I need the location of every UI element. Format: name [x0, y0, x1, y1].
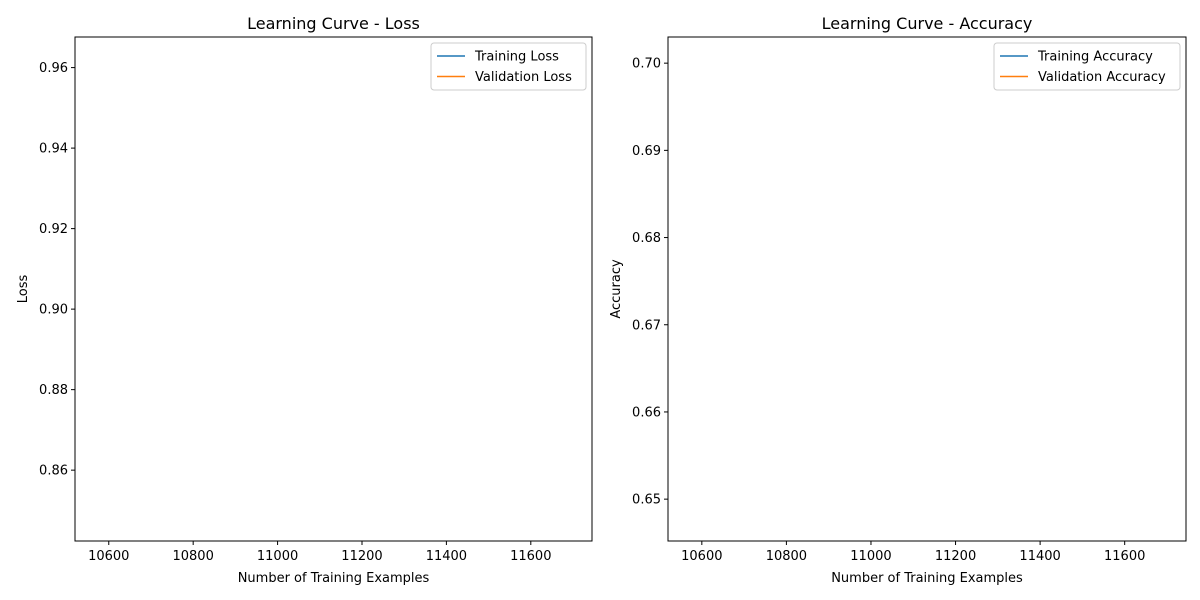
accuracy-x-ticks: 10600 10800 11000 11200 11400 11600 — [681, 541, 1145, 564]
accuracy-legend: Training Accuracy Validation Accuracy — [993, 42, 1181, 91]
loss-y-tick-label: 0.90 — [39, 303, 68, 318]
loss-legend-frame — [430, 42, 587, 91]
loss-y-tick-label: 0.96 — [39, 61, 68, 76]
accuracy-y-axis-label: Accuracy — [609, 259, 624, 319]
accuracy-y-tick-label: 0.66 — [632, 405, 661, 420]
accuracy-y-tick-label: 0.68 — [632, 231, 661, 246]
accuracy-y-tick-label: 0.69 — [632, 144, 661, 159]
accuracy-y-ticks: 0.65 0.66 0.67 0.68 0.69 0.70 — [632, 57, 668, 508]
accuracy-axes-frame — [667, 36, 1187, 542]
accuracy-chart-panel: Learning Curve - Accuracy 10600 10800 1100… — [609, 14, 1187, 586]
loss-legend: Training Loss Validation Loss — [430, 42, 587, 91]
accuracy-x-axis-label: Number of Training Examples — [831, 571, 1023, 586]
loss-chart-title: Learning Curve - Loss — [247, 14, 420, 33]
loss-y-ticks: 0.86 0.88 0.90 0.92 0.94 0.96 — [39, 61, 75, 479]
accuracy-chart-title: Learning Curve - Accuracy — [822, 14, 1033, 33]
loss-x-tick-label: 11200 — [341, 549, 382, 564]
accuracy-legend-label: Validation Accuracy — [1038, 70, 1166, 85]
loss-x-tick-label: 10800 — [172, 549, 213, 564]
loss-chart-panel: Learning Curve - Loss 10600 10800 11000 112… — [16, 14, 593, 586]
loss-x-tick-label: 10600 — [88, 549, 129, 564]
accuracy-y-tick-label: 0.67 — [632, 318, 661, 333]
accuracy-x-tick-label: 10800 — [766, 549, 807, 564]
loss-x-tick-label: 11000 — [257, 549, 298, 564]
loss-legend-label: Validation Loss — [475, 70, 572, 85]
loss-x-axis-label: Number of Training Examples — [238, 571, 430, 586]
loss-y-axis-label: Loss — [16, 275, 31, 304]
accuracy-x-tick-label: 11000 — [850, 549, 891, 564]
accuracy-x-tick-label: 11600 — [1104, 549, 1145, 564]
accuracy-y-tick-label: 0.65 — [632, 493, 661, 508]
loss-legend-label: Training Loss — [474, 50, 559, 65]
loss-x-tick-label: 11400 — [426, 549, 467, 564]
accuracy-legend-label: Training Accuracy — [1037, 50, 1153, 65]
loss-x-tick-label: 11600 — [510, 549, 551, 564]
loss-y-tick-label: 0.94 — [39, 142, 68, 157]
accuracy-x-tick-label: 11400 — [1019, 549, 1060, 564]
loss-y-tick-label: 0.86 — [39, 464, 68, 479]
loss-y-tick-label: 0.88 — [39, 383, 68, 398]
accuracy-x-tick-label: 11200 — [935, 549, 976, 564]
loss-y-tick-label: 0.92 — [39, 222, 68, 237]
loss-x-ticks: 10600 10800 11000 11200 11400 11600 — [88, 541, 551, 564]
loss-axes-frame — [74, 36, 593, 542]
accuracy-legend-frame — [993, 42, 1181, 91]
accuracy-y-tick-label: 0.70 — [632, 57, 661, 72]
accuracy-x-tick-label: 10600 — [681, 549, 722, 564]
